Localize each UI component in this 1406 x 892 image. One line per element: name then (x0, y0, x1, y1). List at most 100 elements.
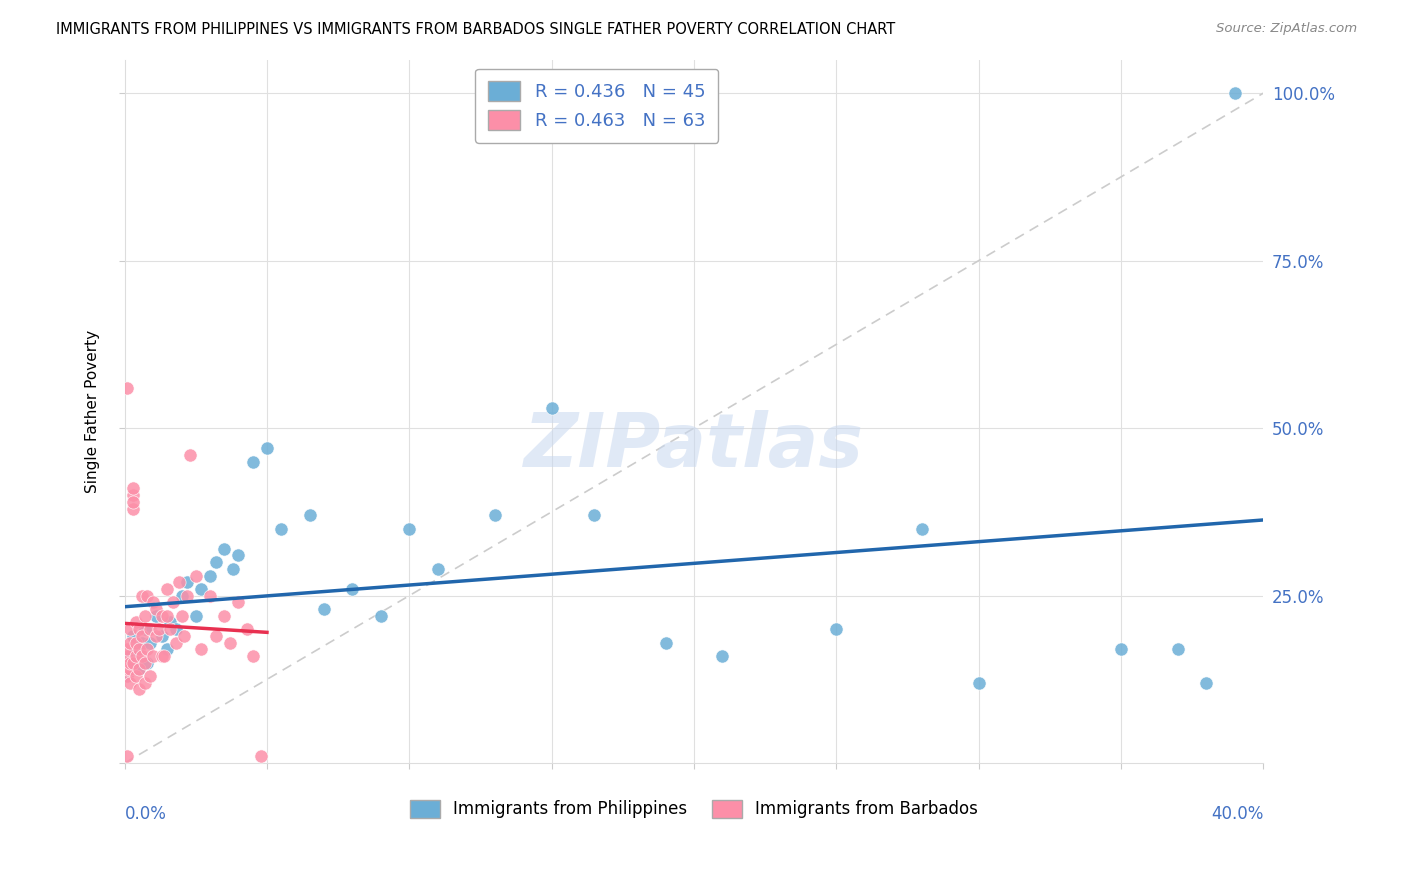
Point (212, 608, 235, 623)
Point (156, 608, 179, 623)
Point (173, 629, 195, 643)
Point (190, 642, 212, 657)
Point (139, 635, 162, 649)
Point (179, 448, 201, 462)
Point (128, 662, 150, 676)
Point (212, 541, 235, 556)
Point (117, 662, 139, 676)
Point (219, 635, 242, 649)
Point (184, 568, 207, 582)
Point (204, 629, 226, 643)
Point (136, 642, 159, 657)
Point (911, 522, 934, 536)
Point (256, 441, 278, 455)
Point (145, 629, 167, 643)
Point (156, 642, 179, 657)
Point (170, 608, 193, 623)
Point (131, 635, 153, 649)
Point (125, 635, 148, 649)
Point (167, 575, 190, 590)
Point (120, 656, 142, 670)
Point (298, 508, 321, 523)
Point (398, 522, 420, 536)
Point (170, 589, 193, 603)
Point (1167, 642, 1189, 657)
Point (134, 608, 156, 623)
Point (117, 381, 139, 395)
Point (484, 508, 506, 523)
Point (145, 608, 167, 623)
Text: Source: ZipAtlas.com: Source: ZipAtlas.com (1216, 22, 1357, 36)
Point (120, 648, 142, 663)
Point (370, 608, 392, 623)
Point (134, 675, 156, 690)
Point (250, 749, 273, 764)
Point (122, 482, 145, 496)
Point (150, 648, 173, 663)
Text: IMMIGRANTS FROM PHILIPPINES VS IMMIGRANTS FROM BARBADOS SINGLE FATHER POVERTY CO: IMMIGRANTS FROM PHILIPPINES VS IMMIGRANT… (56, 22, 896, 37)
Point (142, 648, 165, 663)
Point (228, 549, 250, 563)
Point (150, 629, 173, 643)
Point (148, 622, 170, 636)
Point (117, 669, 139, 683)
Point (117, 656, 139, 670)
Point (120, 675, 142, 690)
Text: 40.0%: 40.0% (1211, 805, 1264, 823)
Point (134, 656, 156, 670)
Point (131, 648, 153, 663)
Text: ZIPatlas: ZIPatlas (524, 410, 865, 483)
Point (128, 662, 150, 676)
Point (242, 648, 264, 663)
Point (162, 595, 184, 609)
Point (153, 648, 176, 663)
Point (120, 635, 142, 649)
Point (342, 582, 364, 596)
Point (125, 642, 148, 657)
Point (654, 635, 676, 649)
Point (583, 508, 606, 523)
Point (165, 622, 187, 636)
Point (176, 575, 198, 590)
Point (222, 562, 245, 576)
Point (125, 615, 148, 630)
Point (1109, 642, 1132, 657)
Point (145, 602, 167, 616)
Point (122, 495, 145, 509)
Point (117, 642, 139, 657)
Point (236, 622, 259, 636)
Point (190, 582, 212, 596)
Point (540, 401, 562, 415)
Point (159, 622, 181, 636)
Point (131, 589, 153, 603)
Point (139, 669, 162, 683)
Point (150, 608, 173, 623)
Point (228, 595, 250, 609)
Point (1195, 675, 1218, 690)
Point (198, 589, 221, 603)
Point (131, 629, 153, 643)
Point (122, 501, 145, 516)
Point (198, 568, 221, 582)
Point (128, 642, 150, 657)
Point (165, 635, 187, 649)
Point (1223, 86, 1246, 100)
Point (120, 662, 142, 676)
Point (242, 455, 264, 469)
Point (176, 589, 198, 603)
Point (134, 622, 156, 636)
Point (426, 562, 449, 576)
Point (711, 648, 734, 663)
Point (270, 522, 292, 536)
Point (125, 669, 148, 683)
Point (122, 656, 145, 670)
Y-axis label: Single Father Poverty: Single Father Poverty (86, 330, 100, 493)
Point (136, 589, 159, 603)
Point (156, 582, 179, 596)
Point (312, 602, 335, 616)
Point (117, 669, 139, 683)
Text: 0.0%: 0.0% (125, 805, 166, 823)
Point (136, 656, 159, 670)
Point (122, 656, 145, 670)
Point (117, 749, 139, 764)
